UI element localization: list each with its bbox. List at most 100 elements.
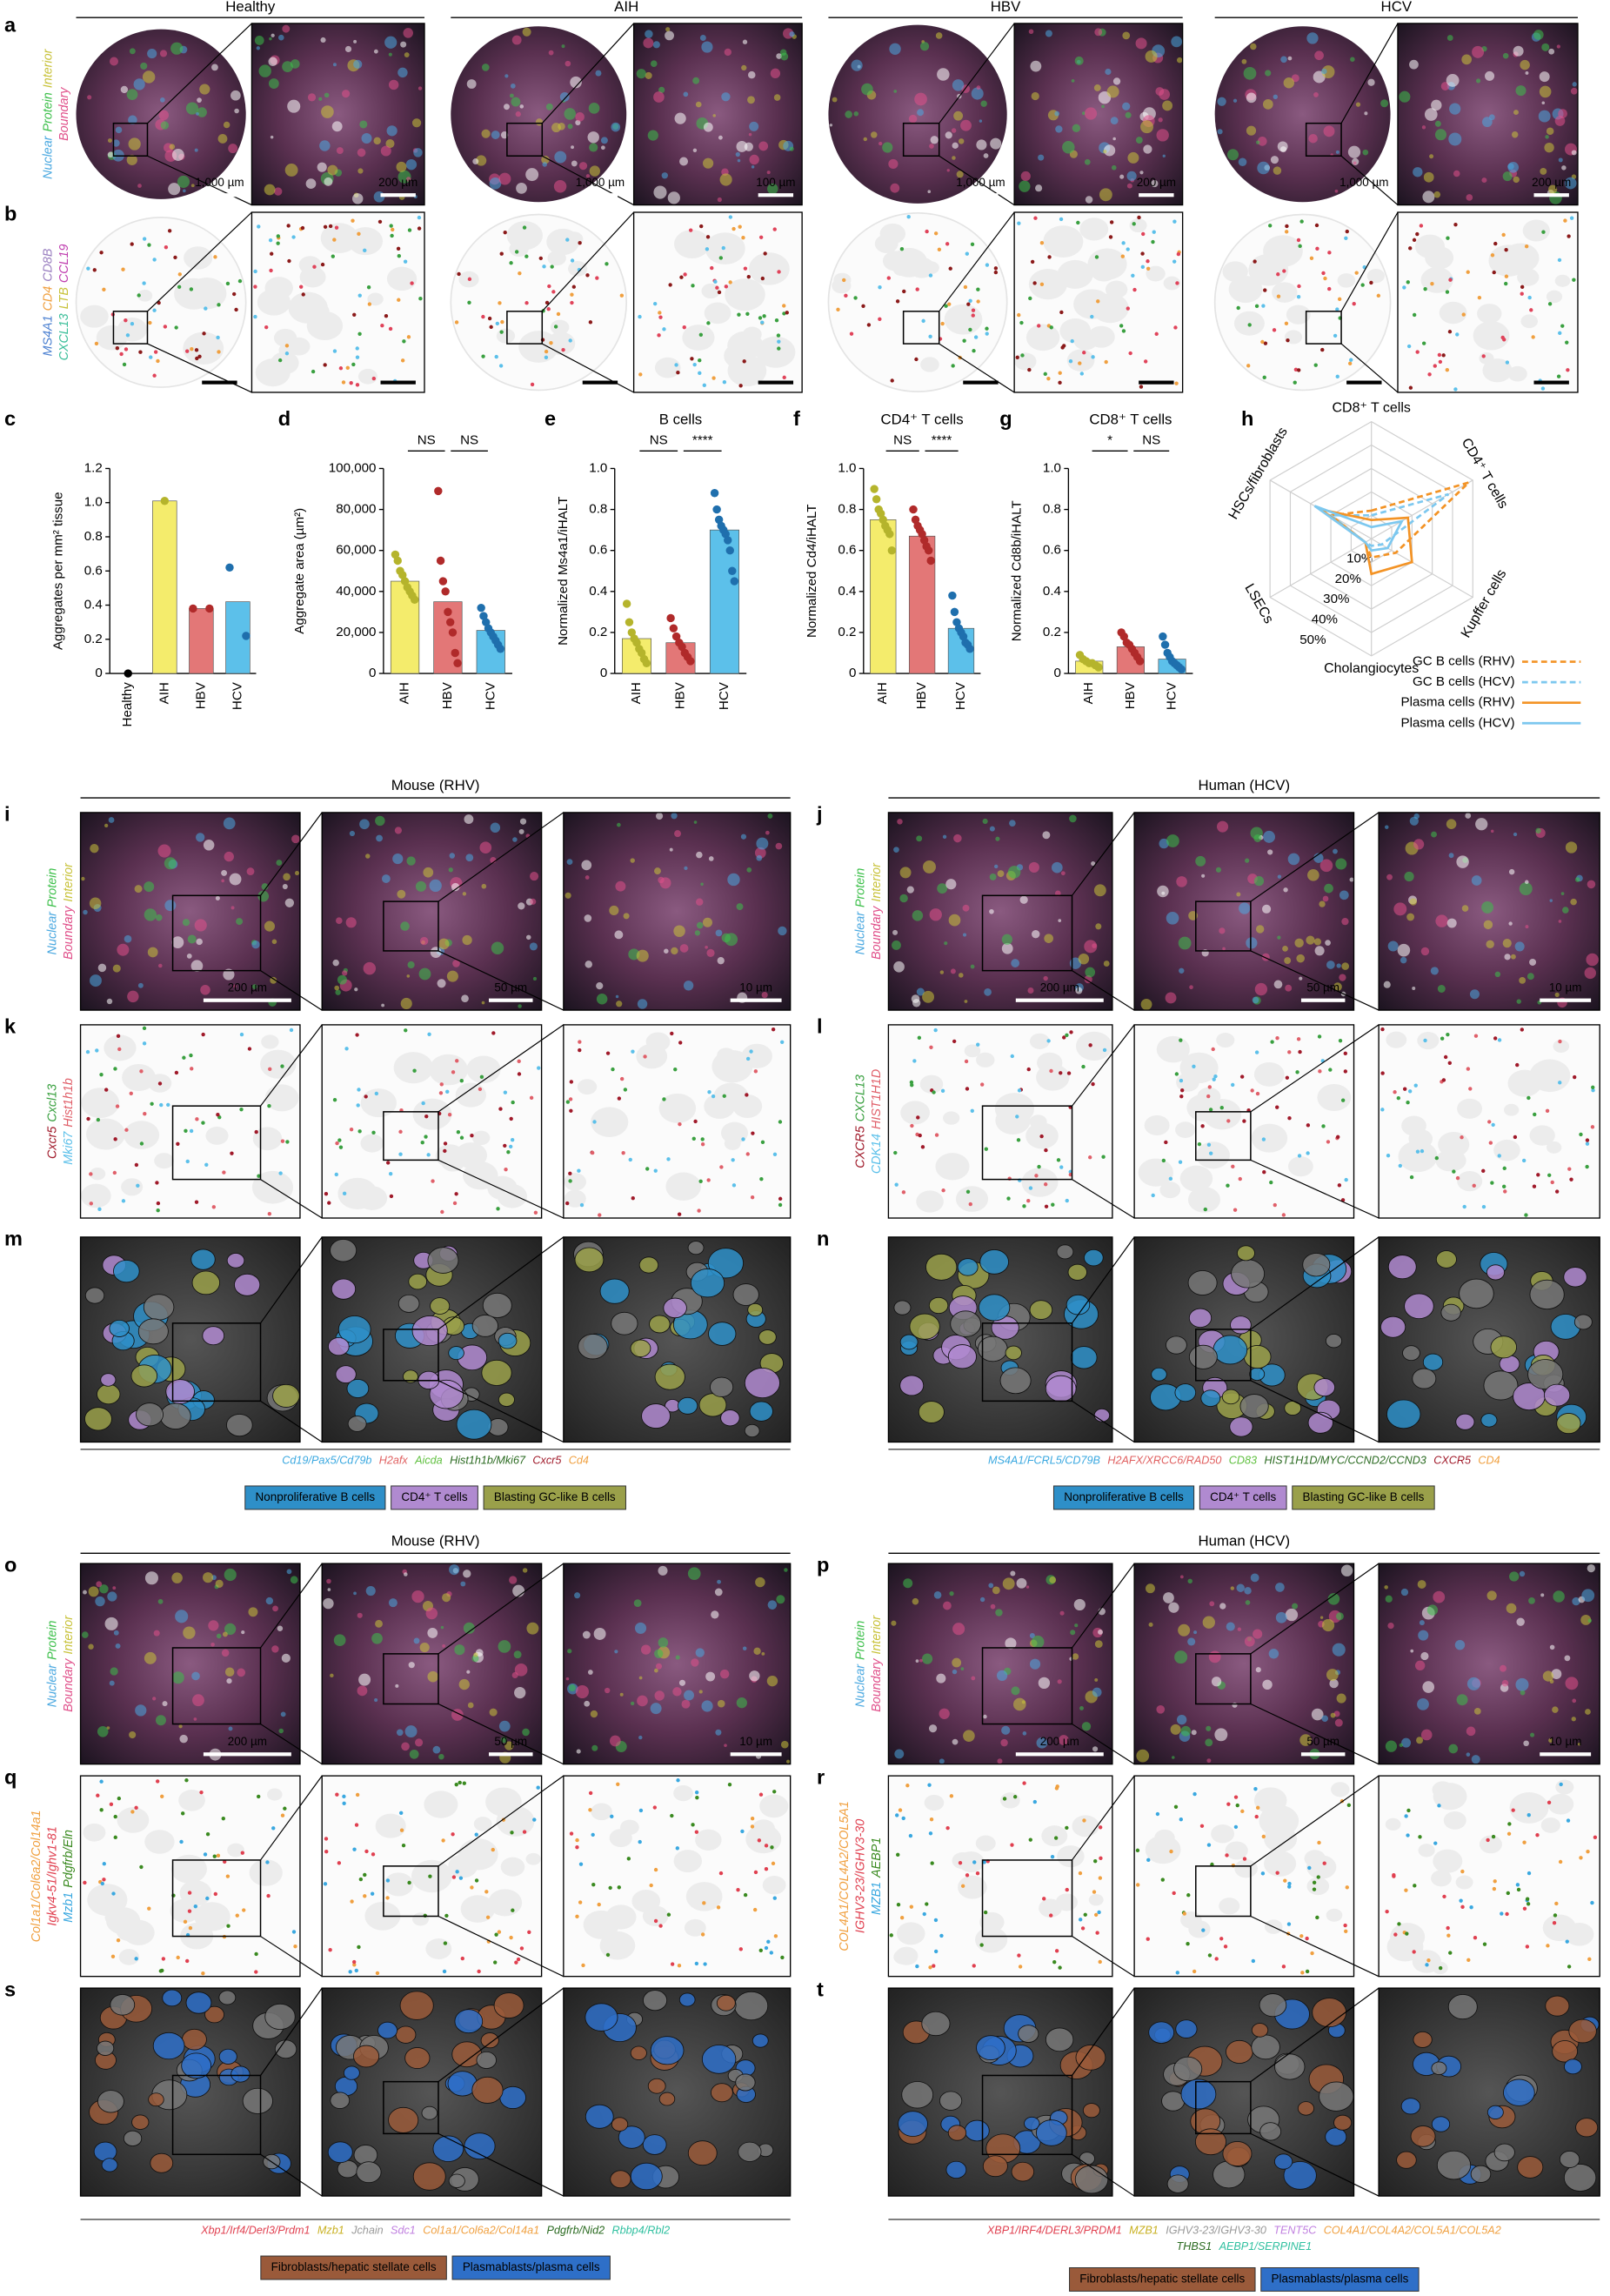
fluorescence-signal [1219,1603,1226,1610]
cell-segment [1236,1245,1255,1262]
transcript-spot [1315,246,1319,251]
scale-bar [582,380,618,385]
fluorescence-signal [109,57,119,66]
scale-bar [1540,1752,1592,1757]
transcript-spot [185,1159,190,1164]
transcript-spot [102,287,106,291]
image-background [80,1563,300,1764]
transcript-spot [498,301,502,305]
fluorescence-signal [1111,164,1117,171]
fluorescence-signal [770,68,781,79]
cell-segment [901,2081,934,2109]
transcript-spot [357,1129,362,1134]
cell-outline [1287,1156,1313,1177]
channel-legend: NuclearProtein [45,868,59,955]
transcript-spot [527,1930,531,1934]
transcript-spot [1545,1108,1550,1114]
cell-segment [101,2158,118,2172]
cell-outline [184,246,213,270]
fluorescence-signal [1159,838,1169,849]
fluorescence-signal [224,1667,235,1677]
legend-word: IGHV3-23/IGHV3-30 [1166,2225,1266,2237]
legend-word: Pdgfrb/Nid2 [547,2225,605,2237]
transcript-spot [1236,305,1240,311]
cell-segment [1166,1335,1187,1355]
transcript-spot [585,273,590,278]
transcript-spot [1430,281,1434,286]
fluorescence-signal [1399,90,1411,103]
transcript-spot [334,225,339,230]
transcript-spot [1006,1196,1011,1201]
y-tick-label: 0.8 [589,502,607,517]
transcript-spot [1469,1905,1473,1910]
transcript-spot [400,358,405,363]
fluorescence-signal [1483,920,1493,930]
transcript-spot [706,1178,711,1182]
transcript-spot [1502,1166,1506,1171]
fluorescence-signal [558,123,565,131]
transcript-spot [1397,1922,1401,1926]
fluorescence-signal [376,834,383,842]
transcript-spot [1406,280,1410,284]
transcript-spot [341,380,346,385]
fluorescence-signal [1166,911,1179,925]
transcript-spot [1481,1168,1486,1174]
fluorescence-signal [221,869,228,876]
transcript-spot [511,1100,515,1105]
legend-word: Cxcr5 [45,1127,59,1159]
cell-outline [935,1153,970,1181]
transcript-spot [1231,1164,1235,1169]
fluorescence-signal [675,1655,680,1660]
fluorescence-signal [1000,1738,1008,1747]
transcript-spot [99,251,104,255]
transcript-spot [1455,332,1460,337]
transcript-spot [428,1874,432,1878]
cell-segment [1148,2021,1175,2044]
microscopy-image [563,1987,792,2197]
transcript-spot [1385,1909,1389,1914]
fluorescence-signal [185,102,199,115]
transcript-spot [1567,1167,1572,1171]
legend-box-label: Plasmablasts/plasma cells [1272,2273,1409,2286]
fluorescence-signal [587,131,599,144]
fluorescence-signal [1561,907,1569,914]
fluorescence-signal [1335,150,1339,154]
fluorescence-signal [1073,1598,1086,1611]
microscopy-image [1378,1236,1600,1443]
transcript-spot [742,359,746,364]
transcript-spot [896,1902,901,1907]
transcript-spot [939,1933,944,1938]
fluorescence-signal [1528,1596,1535,1604]
transcript-spot [458,1876,464,1880]
fluorescence-signal [748,132,752,137]
transcript-spot [1108,235,1113,239]
cell-segment [1386,1399,1421,1429]
cell-segment [893,1300,912,1315]
transcript-spot [1413,1884,1417,1888]
data-point [410,595,419,604]
transcript-spot [1172,1891,1176,1896]
transcript-spot [649,1883,653,1888]
transcript-spot [1437,352,1442,358]
transcript-spot [1298,244,1302,249]
y-tick-label: 0.4 [589,584,607,599]
legend-word: HIST1H1D [870,1069,884,1129]
transcript-spot [722,1094,726,1098]
transcript-spot [758,316,763,320]
cell-segment [585,2104,614,2129]
fluorescence-signal [271,33,275,37]
transcript-spot [1261,304,1266,308]
transcript-spot [736,1888,740,1892]
transcript-spot [213,1891,217,1897]
fluorescence-signal [1091,860,1096,867]
fluorescence-signal [1156,1704,1166,1714]
transcript-spot [1283,1878,1287,1883]
cell-segment [377,2021,398,2039]
transcript-spot [1352,301,1356,306]
cell-segment [1251,2023,1269,2038]
cell-outline [260,1049,297,1079]
transcript-spot [1438,359,1443,365]
transcript-spot [522,225,527,230]
transcript-spot [1017,221,1021,225]
transcript-spot [1419,224,1424,228]
